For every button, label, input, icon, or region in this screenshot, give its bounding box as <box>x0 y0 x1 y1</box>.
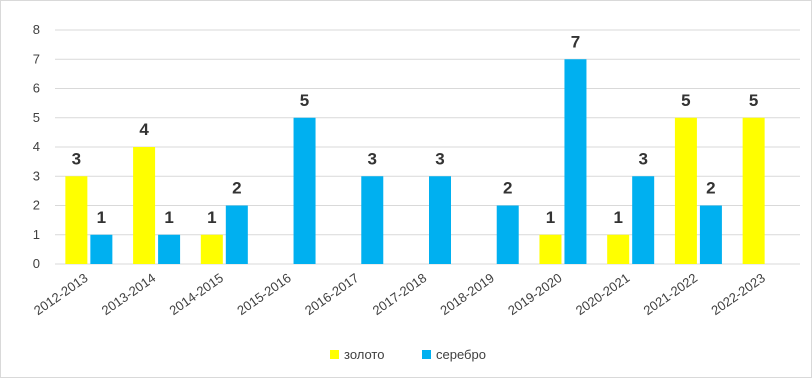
bar-gold <box>133 147 156 264</box>
y-tick-label: 6 <box>33 81 40 96</box>
data-label: 1 <box>613 208 622 227</box>
data-label: 1 <box>164 208 173 227</box>
bar-gold <box>65 176 88 264</box>
data-label: 3 <box>638 149 647 168</box>
data-label: 5 <box>300 91 309 110</box>
bar-silver <box>699 205 722 264</box>
y-axis-ticks: 0 1 2 3 4 5 6 7 8 <box>33 22 40 271</box>
y-tick-label: 8 <box>33 22 40 37</box>
bar-silver <box>632 176 655 264</box>
legend-swatch <box>422 350 431 359</box>
data-label: 2 <box>232 179 241 198</box>
bar-gold <box>200 234 223 264</box>
bars <box>65 59 765 264</box>
data-label: 3 <box>72 149 81 168</box>
data-label: 1 <box>546 208 555 227</box>
legend: золото серебро <box>330 347 486 362</box>
legend-label: золото <box>344 347 384 362</box>
bar-gold <box>742 117 765 264</box>
data-label: 5 <box>681 91 690 110</box>
y-tick-label: 7 <box>33 51 40 66</box>
bar-silver <box>90 234 113 264</box>
bar-silver <box>429 176 451 264</box>
data-label: 2 <box>503 179 512 198</box>
data-label: 1 <box>97 208 106 227</box>
bar-gold <box>607 234 630 264</box>
y-tick-label: 4 <box>33 139 40 154</box>
bar-silver <box>225 205 248 264</box>
bar-silver <box>158 234 181 264</box>
bar-silver <box>293 117 316 264</box>
y-tick-label: 3 <box>33 168 40 183</box>
data-label: 1 <box>207 208 216 227</box>
bar-silver <box>496 205 519 264</box>
legend-swatch <box>330 350 339 359</box>
bar-silver <box>564 59 587 264</box>
y-tick-label: 5 <box>33 110 40 125</box>
bar-gold <box>539 234 562 264</box>
data-label: 5 <box>749 91 758 110</box>
y-tick-label: 0 <box>33 256 40 271</box>
legend-label: серебро <box>436 347 486 362</box>
data-label: 2 <box>706 179 715 198</box>
data-label: 3 <box>435 149 444 168</box>
bar-gold <box>674 117 697 264</box>
bar-silver <box>361 176 384 264</box>
y-tick-label: 1 <box>33 227 40 242</box>
y-tick-label: 2 <box>33 198 40 213</box>
data-label: 7 <box>571 32 580 51</box>
data-label: 4 <box>139 120 149 139</box>
data-label: 3 <box>368 149 377 168</box>
